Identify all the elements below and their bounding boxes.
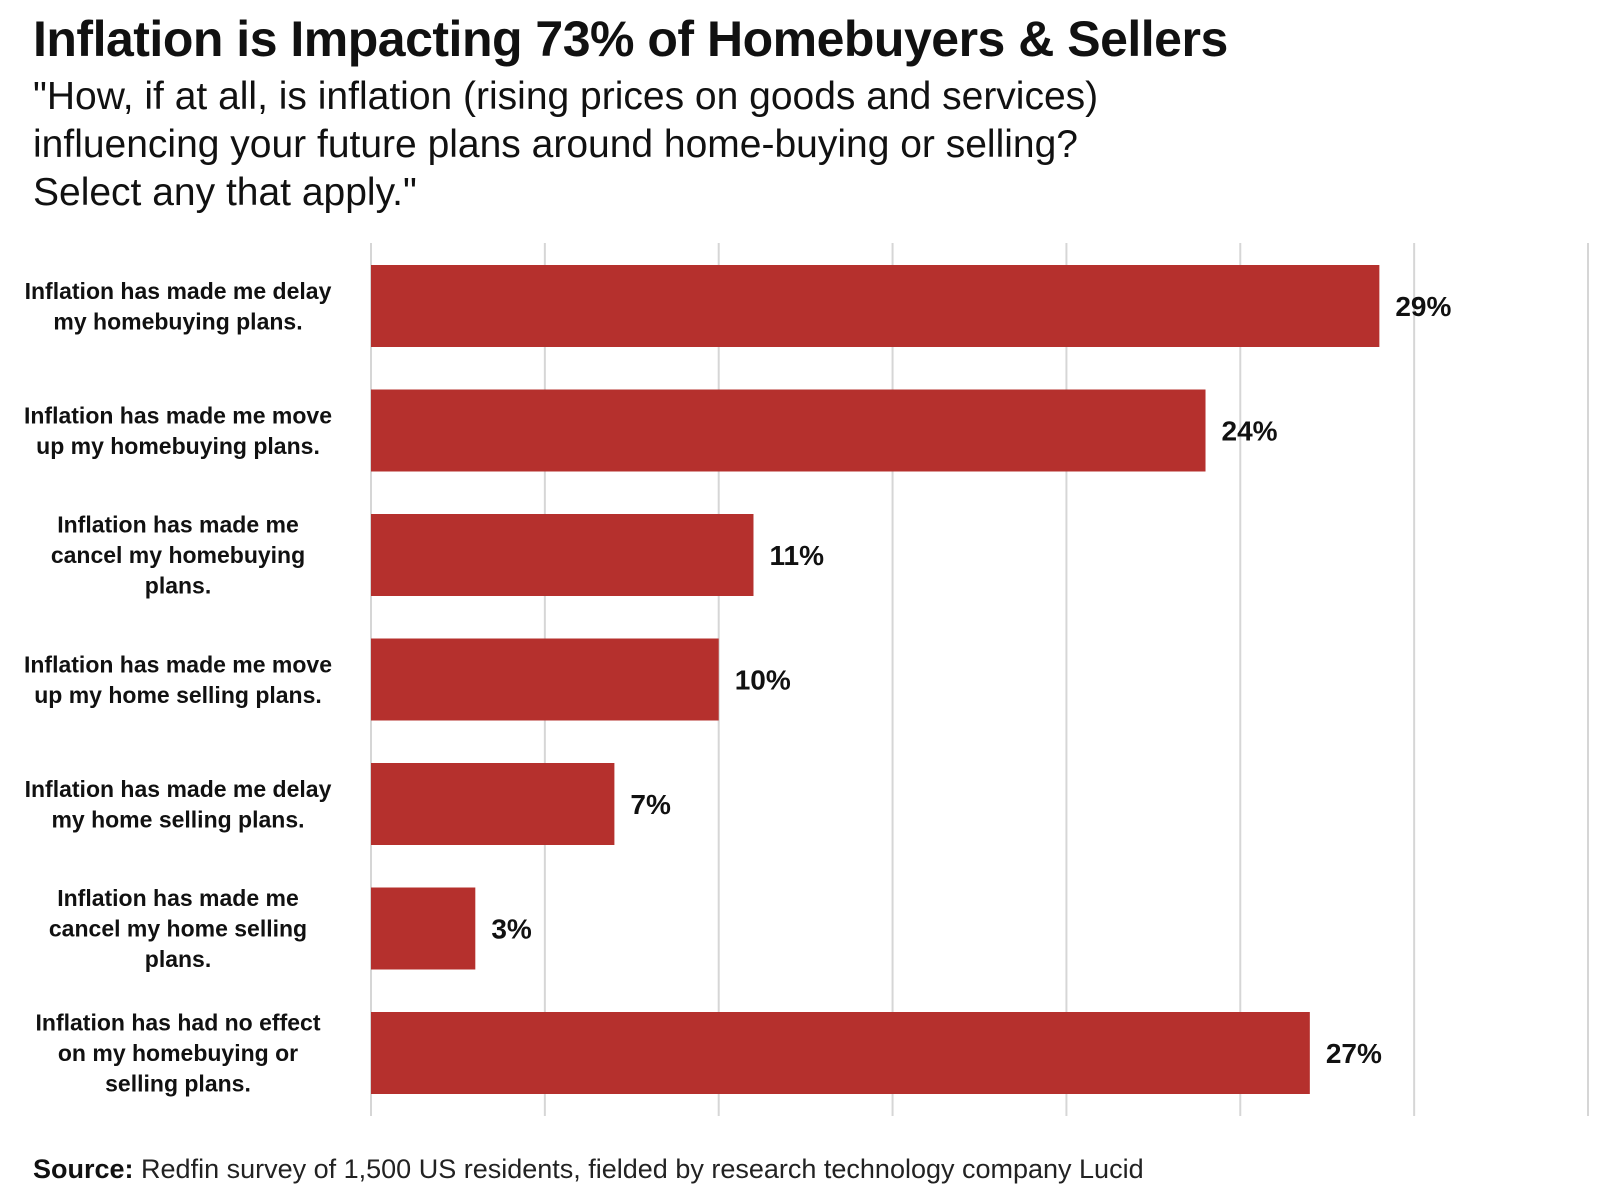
category-label-line: Inflation has had no effect — [36, 1010, 321, 1036]
category-label: Inflation has had no effect on my homebuy… — [36, 1010, 321, 1097]
bar — [371, 265, 1380, 347]
source-label: Source: — [33, 1154, 134, 1184]
category-label-line: Inflation has made me — [57, 512, 299, 538]
bar — [371, 389, 1206, 472]
value-label: 24% — [1222, 416, 1278, 447]
category-label-line: cancel my homebuying — [51, 542, 305, 568]
category-label-line: Inflation has made me delay — [25, 278, 332, 304]
value-label: 7% — [630, 789, 671, 820]
value-label: 27% — [1326, 1038, 1382, 1069]
category-label-line: plans. — [145, 573, 211, 599]
bar — [371, 1012, 1310, 1094]
category-label-line: up my home selling plans. — [34, 682, 322, 708]
category-label: Inflation has made me cancel my homebuyin… — [51, 512, 305, 599]
category-label-line: cancel my home selling — [49, 916, 307, 942]
value-label: 3% — [491, 914, 532, 945]
category-label: Inflation has made me cancel my home sell… — [49, 885, 307, 972]
category-label: Inflation has made me delay my homebuying… — [25, 278, 332, 335]
category-label-line: Inflation has made me delay — [25, 776, 332, 802]
label-layer: 29% Inflation has made me delay my homebuy… — [24, 278, 1452, 1097]
chart-subtitle: "How, if at all, is inflation (rising pr… — [33, 75, 1099, 214]
category-label-line: my home selling plans. — [51, 806, 304, 832]
value-label: 29% — [1395, 291, 1451, 322]
category-label-line: my homebuying plans. — [53, 308, 302, 334]
category-label-line: Inflation has made me — [57, 885, 299, 911]
value-label: 10% — [735, 665, 791, 696]
category-label: Inflation has made me move up my homebuyi… — [24, 402, 332, 459]
grid-layer — [370, 243, 1589, 1116]
source-note: Source: Redfin survey of 1,500 US reside… — [33, 1154, 1144, 1185]
bar-chart: 29% Inflation has made me delay my homebuy… — [24, 243, 1589, 1116]
chart-title: Inflation is Impacting 73% of Homebuyers… — [33, 11, 1228, 67]
category-label: Inflation has made me move up my home sel… — [24, 651, 332, 708]
bar — [371, 638, 719, 721]
category-label-line: selling plans. — [105, 1071, 251, 1097]
value-label: 11% — [769, 540, 824, 571]
bar — [371, 763, 615, 845]
category-label: Inflation has made me delay my home selli… — [25, 776, 332, 833]
bar — [371, 514, 754, 596]
bar-layer — [371, 265, 1380, 1094]
source-text: Redfin survey of 1,500 US residents, fie… — [133, 1154, 1144, 1184]
bar — [371, 887, 476, 970]
category-label-line: up my homebuying plans. — [36, 433, 320, 459]
category-label-line: plans. — [145, 946, 211, 972]
category-label-line: on my homebuying or — [58, 1040, 298, 1066]
category-label-line: Inflation has made me move — [24, 651, 332, 677]
category-label-line: Inflation has made me move — [24, 402, 332, 428]
